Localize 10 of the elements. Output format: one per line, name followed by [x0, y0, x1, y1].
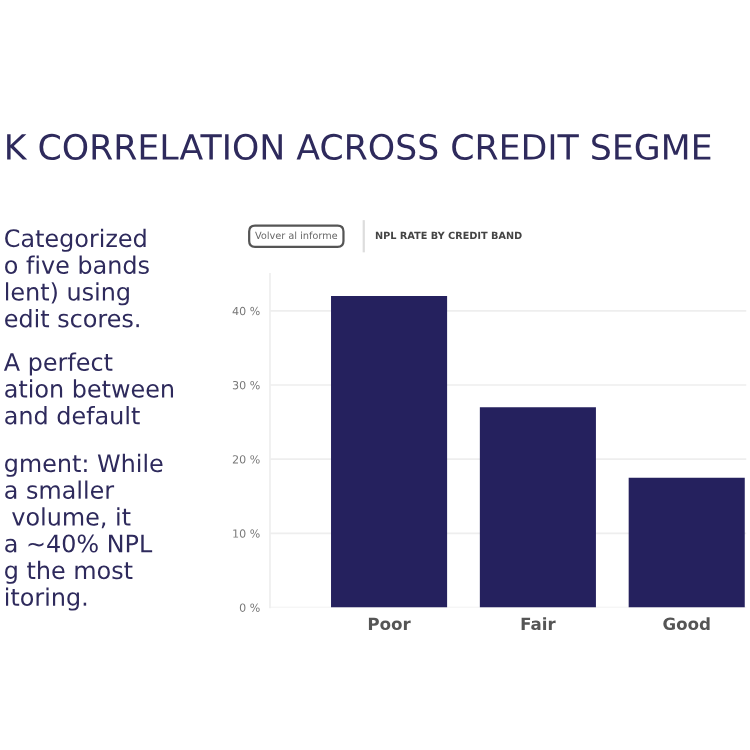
x-tick-label: Poor — [368, 617, 411, 631]
x-tick-label: Fair — [521, 617, 556, 631]
chart-title: K CORRELATION ACROSS CREDIT SEGME — [7, 133, 711, 161]
x-tick-label: Good — [663, 617, 710, 631]
text: Categorized o five bands lent) using edit scores. — [5, 228, 149, 328]
bar — [628, 477, 745, 608]
text: A perfect ation between and default — [3, 352, 174, 425]
bar — [331, 296, 448, 608]
text: gment: While a smaller volume, it a ~40% NPL g the most itoring. — [5, 453, 163, 611]
bar — [479, 407, 596, 608]
